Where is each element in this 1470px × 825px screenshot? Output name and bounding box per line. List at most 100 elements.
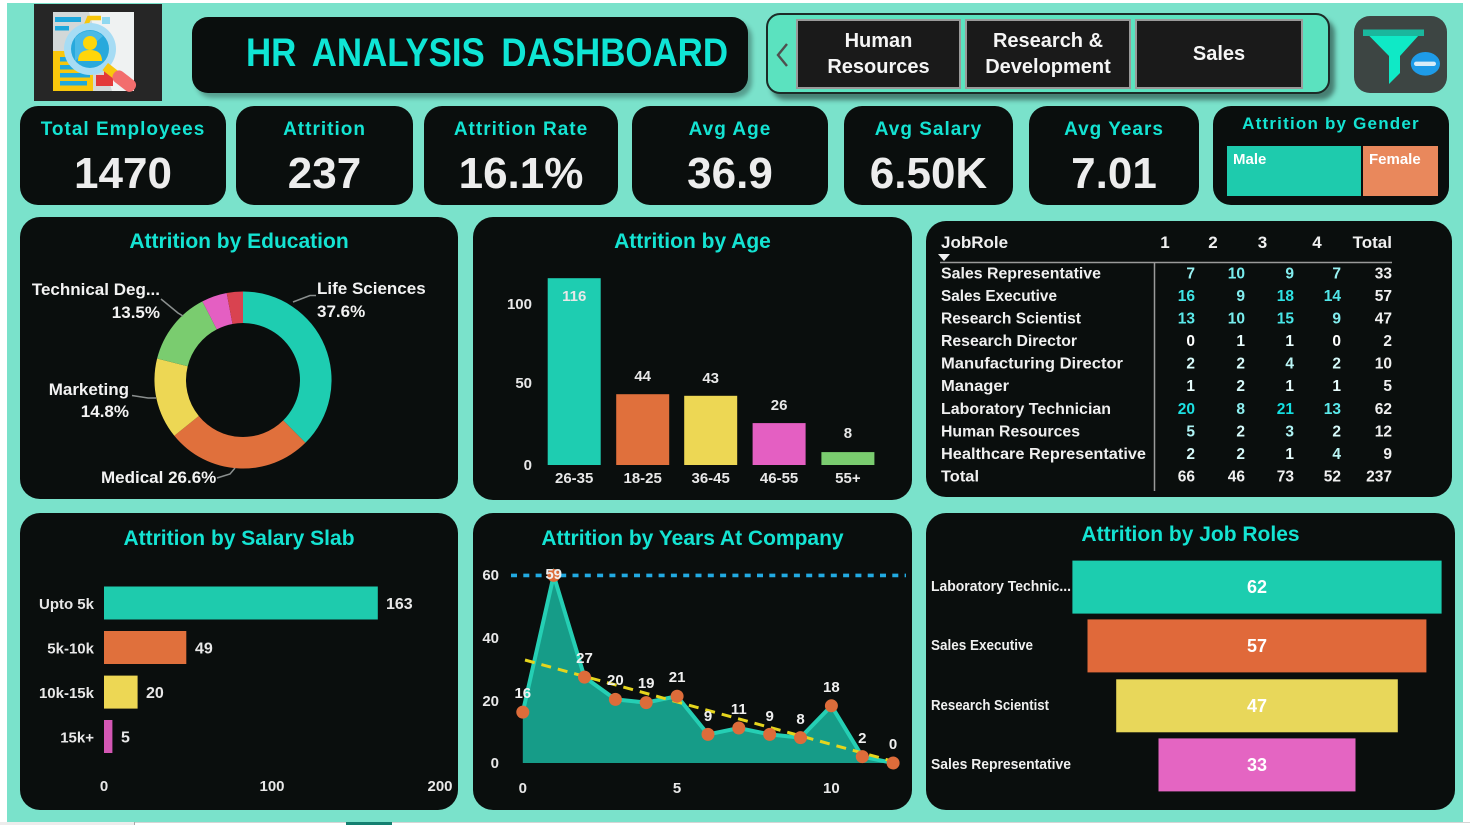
svg-text:Marketing: Marketing — [49, 380, 129, 399]
svg-text:16: 16 — [514, 685, 531, 702]
svg-text:3: 3 — [1258, 233, 1267, 252]
svg-text:0: 0 — [491, 755, 499, 772]
svg-text:Sales Representative: Sales Representative — [931, 756, 1071, 773]
svg-text:2: 2 — [1186, 356, 1195, 373]
svg-text:12: 12 — [1375, 423, 1392, 440]
svg-text:0: 0 — [1332, 333, 1341, 350]
svg-text:1: 1 — [1186, 378, 1195, 395]
svg-text:0: 0 — [1186, 333, 1195, 350]
svg-text:Research Scientist: Research Scientist — [931, 697, 1049, 714]
svg-text:10: 10 — [1228, 311, 1245, 328]
svg-text:9: 9 — [1236, 288, 1245, 305]
svg-text:57: 57 — [1375, 288, 1392, 305]
svg-text:20: 20 — [146, 685, 164, 702]
svg-text:33: 33 — [1247, 755, 1267, 775]
svg-text:13.5%: 13.5% — [112, 303, 160, 322]
svg-text:Sales Executive: Sales Executive — [941, 288, 1057, 305]
svg-text:Manufacturing Director: Manufacturing Director — [941, 356, 1123, 373]
svg-text:4: 4 — [1332, 446, 1341, 463]
svg-text:47: 47 — [1375, 311, 1392, 328]
svg-text:21: 21 — [1277, 401, 1295, 418]
svg-text:2: 2 — [1236, 378, 1245, 395]
svg-text:9: 9 — [1383, 446, 1392, 463]
svg-text:Technical Deg...: Technical Deg... — [32, 280, 160, 299]
svg-text:26: 26 — [771, 397, 788, 414]
svg-text:10: 10 — [1228, 266, 1245, 283]
svg-text:8: 8 — [844, 425, 852, 442]
svg-text:20: 20 — [607, 672, 624, 689]
svg-text:2: 2 — [858, 730, 866, 747]
svg-text:46: 46 — [1228, 469, 1246, 486]
svg-text:19: 19 — [638, 675, 655, 692]
svg-text:1: 1 — [1285, 446, 1294, 463]
svg-text:8: 8 — [796, 711, 804, 728]
svg-text:163: 163 — [386, 596, 413, 613]
svg-text:Sales Executive: Sales Executive — [931, 637, 1033, 654]
svg-text:Laboratory Technic...: Laboratory Technic... — [931, 578, 1071, 595]
svg-text:7: 7 — [1186, 266, 1195, 283]
svg-text:20: 20 — [482, 693, 499, 710]
svg-text:57: 57 — [1247, 636, 1267, 656]
svg-text:Human Resources: Human Resources — [941, 423, 1080, 440]
svg-text:1: 1 — [1332, 378, 1341, 395]
svg-text:Laboratory Technician: Laboratory Technician — [941, 401, 1111, 418]
svg-text:16: 16 — [1178, 288, 1196, 305]
svg-text:36-45: 36-45 — [692, 470, 730, 487]
svg-text:1: 1 — [1285, 333, 1294, 350]
svg-text:Total: Total — [941, 469, 979, 486]
svg-text:15: 15 — [1277, 311, 1295, 328]
svg-text:40: 40 — [482, 630, 499, 647]
svg-text:15k+: 15k+ — [60, 730, 94, 747]
svg-text:60: 60 — [482, 567, 499, 584]
svg-text:11: 11 — [731, 701, 747, 718]
svg-text:2: 2 — [1236, 423, 1245, 440]
svg-text:7: 7 — [1332, 266, 1341, 283]
svg-text:100: 100 — [507, 296, 532, 313]
svg-text:4: 4 — [1312, 233, 1322, 252]
svg-text:18-25: 18-25 — [624, 470, 662, 487]
svg-text:49: 49 — [195, 641, 213, 658]
svg-text:21: 21 — [669, 669, 686, 686]
svg-text:1: 1 — [1160, 233, 1169, 252]
svg-text:9: 9 — [766, 708, 774, 725]
svg-text:66: 66 — [1178, 469, 1196, 486]
svg-text:Research Scientist: Research Scientist — [941, 311, 1082, 328]
svg-text:13: 13 — [1324, 401, 1342, 418]
svg-text:10: 10 — [1375, 356, 1392, 373]
svg-text:8: 8 — [1236, 401, 1245, 418]
svg-text:2: 2 — [1332, 423, 1341, 440]
svg-text:0: 0 — [524, 457, 532, 474]
svg-text:JobRole: JobRole — [941, 233, 1008, 252]
svg-text:5: 5 — [1186, 423, 1195, 440]
svg-text:5k-10k: 5k-10k — [47, 641, 94, 658]
svg-text:26-35: 26-35 — [555, 470, 593, 487]
svg-text:237: 237 — [1366, 469, 1392, 486]
svg-text:Medical 26.6%: Medical 26.6% — [101, 468, 216, 487]
svg-text:62: 62 — [1375, 401, 1392, 418]
svg-text:2: 2 — [1186, 446, 1195, 463]
svg-text:52: 52 — [1324, 469, 1341, 486]
svg-text:Manager: Manager — [941, 378, 1009, 395]
svg-text:47: 47 — [1247, 696, 1267, 716]
svg-text:13: 13 — [1178, 311, 1196, 328]
svg-text:50: 50 — [515, 375, 532, 392]
svg-text:0: 0 — [889, 736, 897, 753]
svg-text:116: 116 — [562, 288, 586, 305]
svg-text:9: 9 — [704, 708, 712, 725]
svg-text:73: 73 — [1277, 469, 1295, 486]
svg-text:2: 2 — [1208, 233, 1217, 252]
svg-text:5: 5 — [121, 730, 130, 747]
svg-text:1: 1 — [1285, 378, 1294, 395]
svg-text:14: 14 — [1324, 288, 1342, 305]
svg-text:Life Sciences: Life Sciences — [317, 279, 426, 298]
svg-text:9: 9 — [1332, 311, 1341, 328]
svg-text:1: 1 — [1236, 333, 1245, 350]
svg-text:2: 2 — [1236, 446, 1245, 463]
svg-text:27: 27 — [576, 650, 593, 667]
svg-text:9: 9 — [1285, 266, 1294, 283]
svg-text:33: 33 — [1375, 266, 1393, 283]
svg-text:Healthcare Representative: Healthcare Representative — [941, 446, 1146, 463]
svg-text:100: 100 — [259, 778, 284, 795]
svg-text:62: 62 — [1247, 577, 1267, 597]
svg-text:0: 0 — [519, 780, 527, 797]
